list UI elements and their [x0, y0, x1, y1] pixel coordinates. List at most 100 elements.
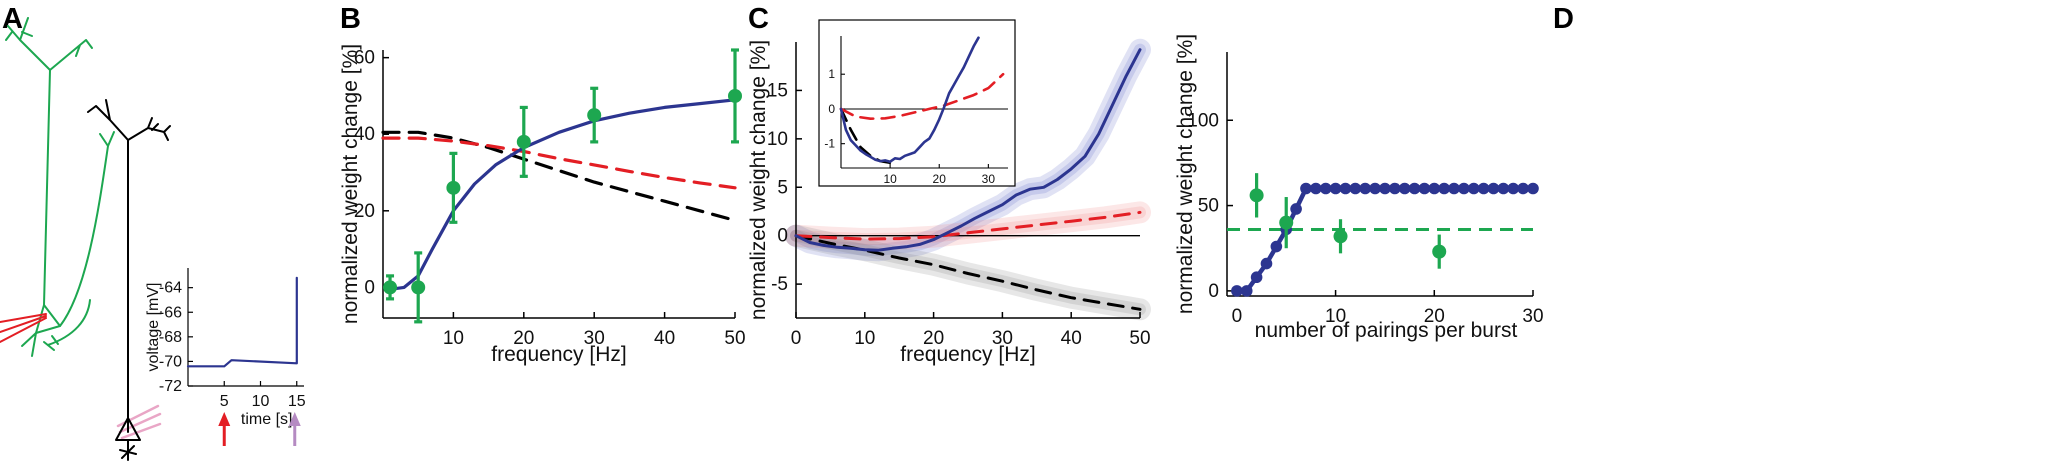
model-point	[1438, 182, 1450, 195]
blue-model-line	[388, 98, 737, 291]
model-point	[1389, 182, 1401, 195]
model-point	[1418, 182, 1431, 195]
model-point	[1379, 182, 1391, 195]
voltage-line	[186, 276, 298, 368]
panel-d-data-points	[1249, 173, 1447, 269]
model-point	[1398, 182, 1411, 195]
stimulus-arrows	[218, 412, 301, 446]
panel-d-y-axis-label: normalized weight change [%]	[1174, 34, 1197, 314]
data-point	[1279, 215, 1294, 230]
model-line	[1236, 186, 1533, 294]
y-tick-label: 40	[354, 124, 375, 145]
panel-label-d: D	[1553, 3, 1574, 35]
blue-line	[794, 48, 1142, 252]
model-point	[1300, 182, 1312, 195]
model-point	[1349, 182, 1362, 195]
panel-b-y-axis-label: normalized weight change [%]	[339, 44, 362, 324]
model-point	[1250, 271, 1263, 284]
data-point	[1333, 229, 1348, 244]
voltage-trace	[186, 276, 298, 368]
panel-label-a: A	[2, 3, 23, 35]
inset-series	[839, 36, 1005, 165]
x-tick-label: 30	[992, 328, 1013, 349]
pink-input-fibers	[116, 404, 162, 440]
x-tick-label: 50	[724, 328, 745, 349]
y-tick-label: 0	[777, 226, 788, 247]
y-tick-label: 0	[828, 102, 835, 116]
model-point	[1369, 182, 1381, 195]
panel-label-c: C	[748, 3, 769, 35]
inset-background	[186, 258, 298, 386]
y-tick-label: 50	[1198, 196, 1219, 217]
model-point	[1359, 182, 1371, 195]
model-point	[1517, 182, 1529, 195]
panel-b: B 10 20 30 40 50 0 20 40 60 frequency [Hz] norma…	[339, 3, 746, 366]
model-point	[1329, 182, 1342, 195]
x-tick-label: 5	[220, 393, 229, 410]
y-tick-label: -66	[159, 304, 182, 321]
model-point	[1467, 182, 1480, 195]
model-point	[1527, 182, 1539, 195]
model-point	[1231, 285, 1243, 297]
black-neuron	[87, 99, 171, 461]
data-point	[411, 280, 426, 295]
data-point	[516, 134, 531, 149]
inset-frame	[818, 19, 1016, 187]
y-tick-label: -70	[159, 353, 182, 370]
model-point	[1487, 182, 1500, 195]
model-point	[1319, 182, 1332, 195]
y-tick-label: 100	[1187, 110, 1219, 131]
model-point	[1448, 182, 1460, 195]
voltage-trace-chart: 5 10 15 -72 -70 -68 -66 -64 voltage [mV] time […	[145, 258, 306, 446]
model-point	[1428, 182, 1441, 195]
y-tick-label: 0	[1208, 281, 1219, 302]
x-tick-label: 10	[1325, 306, 1346, 327]
y-tick-label: -72	[159, 378, 182, 395]
x-tick-label: 40	[1061, 328, 1082, 349]
x-tick-label: 30	[584, 328, 605, 349]
y-tick-label: -5	[771, 274, 788, 295]
red-dashed-line	[794, 210, 1142, 241]
stimulus-arrow-head	[218, 412, 231, 426]
y-tick-label: 20	[354, 201, 375, 222]
x-tick-label: 10	[252, 393, 270, 410]
y-tick-label: 0	[364, 277, 375, 298]
model-point	[1260, 257, 1273, 270]
panel-d-axes: 0 10 20 30 0 50 100	[1187, 52, 1544, 327]
data-point	[587, 108, 602, 123]
panel-a: A	[0, 3, 306, 461]
green-neuron	[5, 17, 115, 357]
data-point	[728, 88, 742, 103]
neuron-illustration	[0, 17, 171, 461]
panel-c-y-axis-label: normalized weight change [%]	[747, 40, 770, 320]
inset-axes: 10 20 30 -1 0 1	[824, 36, 1008, 186]
panel-b-data-points	[383, 48, 742, 324]
inset-red-dashed-line	[839, 72, 1005, 120]
voltage-axis-label: voltage [mV]	[145, 283, 162, 372]
panel-c-x-axis-label: frequency [Hz]	[900, 343, 1035, 366]
y-tick-label: -1	[824, 137, 835, 151]
model-point	[1310, 182, 1322, 195]
panel-d-x-axis-label: number of pairings per burst	[1255, 319, 1518, 342]
x-tick-label: 10	[443, 328, 464, 349]
x-tick-label: 15	[288, 393, 306, 410]
x-tick-label: 0	[1232, 306, 1243, 327]
x-tick-label: 0	[791, 328, 802, 349]
x-tick-label: 40	[654, 328, 675, 349]
data-point	[1249, 188, 1264, 203]
model-point	[1497, 182, 1510, 195]
panel-b-series	[381, 98, 737, 291]
panel-b-axes: 10 20 30 40 50 0 20 40 60	[354, 48, 746, 349]
panel-c-inset-chart: 10 20 30 -1 0 1	[818, 19, 1016, 187]
model-point	[1270, 240, 1283, 253]
x-tick-label: 10	[854, 328, 875, 349]
black-dashed-line	[381, 130, 737, 222]
panel-d-series	[1227, 182, 1539, 297]
panel-label-b: B	[340, 3, 361, 35]
red-input-fibers	[0, 313, 47, 343]
x-tick-label: 20	[1424, 306, 1445, 327]
panel-d: D 0 10 20 30 0 50 100 number of pairings per b…	[1174, 3, 1574, 342]
data-point	[383, 280, 398, 295]
